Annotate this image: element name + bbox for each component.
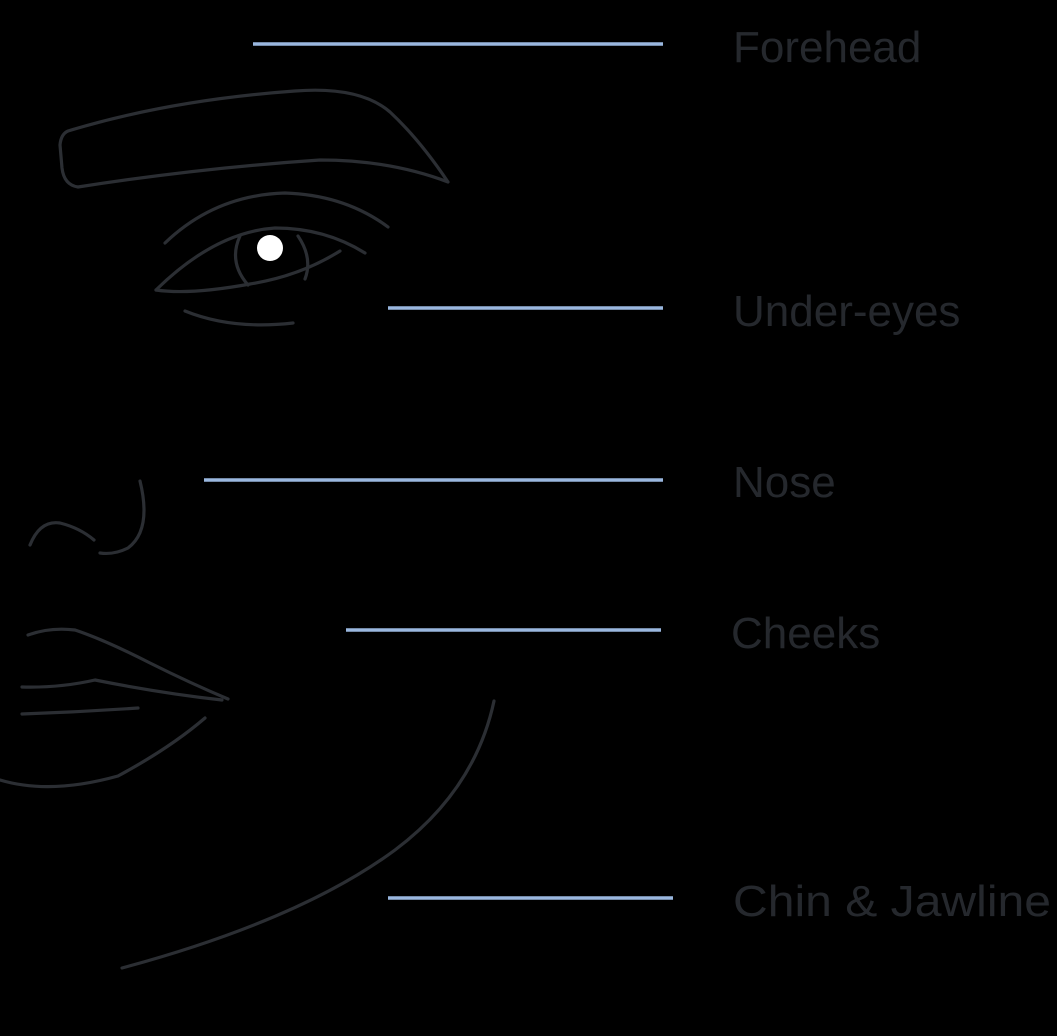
nostril [28,521,96,547]
zone-label-under-eyes: Under-eyes [733,287,960,336]
lower-lip-bottom [0,716,207,789]
lower-lip-top [20,706,140,716]
nose-bridge [98,479,146,556]
jawline [120,699,496,970]
iris-left-edge [233,234,250,287]
zone-label-forehead: Forehead [733,23,921,72]
zone-leader-lines [204,42,673,900]
zone-label-chin-jawline: Chin & Jawline [733,877,1051,926]
lip-line [20,678,224,702]
pupil-highlight [257,235,283,261]
iris-right-edge [296,234,310,281]
face-illustration [0,88,496,970]
eyebrow-outline [58,88,450,189]
eyelid-crease [163,191,390,245]
under-eye-line [183,309,295,327]
zone-labels: Forehead Under-eyes Nose Cheeks Chin & J… [731,23,1051,926]
eye-upper-lid [154,226,367,292]
eye-lower-lid [154,249,342,294]
upper-lip [26,627,230,701]
zone-label-cheeks: Cheeks [731,609,880,658]
zone-label-nose: Nose [733,458,836,507]
